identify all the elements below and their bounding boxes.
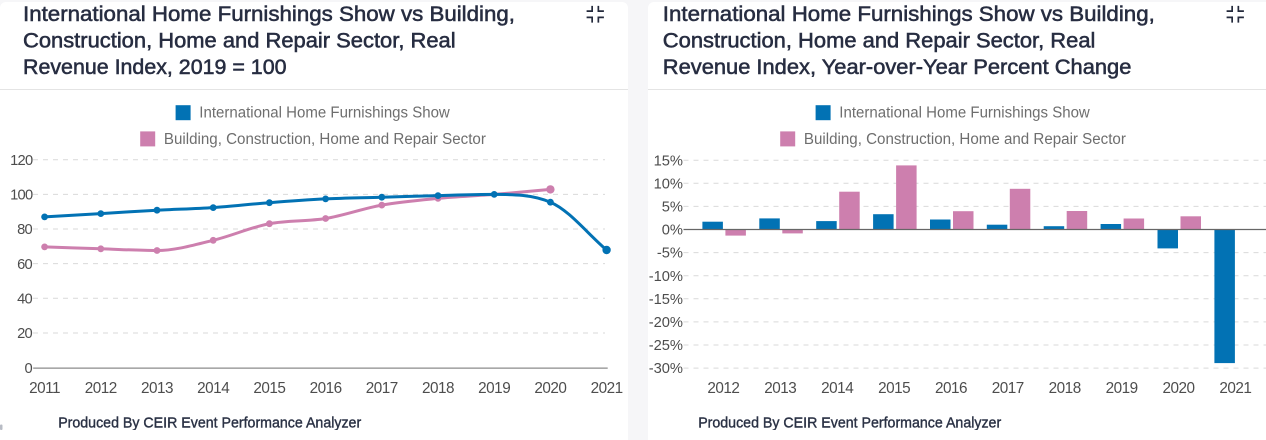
svg-text:Building, Construction, Home a: Building, Construction, Home and Repair … (164, 131, 486, 148)
svg-text:International Home Furnishings: International Home Furnishings Show vs B… (663, 2, 1155, 26)
svg-text:2015: 2015 (878, 380, 910, 397)
svg-text:15%: 15% (654, 153, 683, 169)
svg-text:2013: 2013 (141, 380, 173, 397)
svg-text:20: 20 (17, 326, 32, 342)
svg-text:2020: 2020 (1162, 380, 1194, 397)
svg-text:Produced By CEIR Event Perform: Produced By CEIR Event Performance Analy… (58, 414, 361, 430)
svg-text:100: 100 (10, 187, 33, 203)
svg-text:2016: 2016 (310, 380, 342, 397)
svg-text:Construction, Home and Repair: Construction, Home and Repair Sector, Re… (663, 29, 1096, 53)
svg-text:-5%: -5% (657, 246, 683, 262)
svg-text:5%: 5% (662, 200, 683, 216)
svg-text:2012: 2012 (707, 380, 739, 397)
svg-text:2021: 2021 (1219, 380, 1251, 397)
svg-text:2011: 2011 (29, 380, 60, 397)
svg-text:-25%: -25% (649, 338, 683, 354)
svg-text:-30%: -30% (649, 361, 683, 377)
svg-text:Building, Construction, Home a: Building, Construction, Home and Repair … (804, 131, 1126, 148)
svg-text:2019: 2019 (478, 380, 510, 397)
svg-text:2012: 2012 (85, 380, 117, 397)
svg-text:2013: 2013 (764, 380, 796, 397)
svg-text:Revenue Index, Year-over-Year: Revenue Index, Year-over-Year Percent Ch… (663, 55, 1132, 79)
svg-text:2017: 2017 (992, 380, 1024, 397)
svg-text:2020: 2020 (534, 380, 566, 397)
svg-text:International Home Furnishings: International Home Furnishings Show (839, 105, 1090, 122)
svg-text:2015: 2015 (253, 380, 285, 397)
svg-text:2018: 2018 (1049, 380, 1081, 397)
svg-text:0%: 0% (662, 223, 683, 239)
svg-text:60: 60 (17, 257, 32, 273)
svg-text:2018: 2018 (422, 380, 454, 397)
svg-text:0: 0 (25, 361, 33, 377)
svg-text:120: 120 (10, 153, 33, 169)
svg-text:2014: 2014 (197, 380, 230, 397)
svg-text:Construction, Home and Repair: Construction, Home and Repair Sector, Re… (23, 29, 456, 53)
svg-text:10%: 10% (654, 176, 683, 192)
svg-text:Revenue Index, 2019 = 100: Revenue Index, 2019 = 100 (23, 55, 287, 79)
svg-text:40: 40 (17, 291, 32, 307)
svg-text:2021: 2021 (591, 380, 623, 397)
svg-text:International Home Furnishings: International Home Furnishings Show (199, 105, 450, 122)
svg-text:-20%: -20% (649, 315, 683, 331)
svg-text:2019: 2019 (1106, 380, 1138, 397)
svg-text:2017: 2017 (366, 380, 398, 397)
svg-text:2016: 2016 (935, 380, 967, 397)
svg-text:International Home Furnishings: International Home Furnishings Show vs B… (23, 2, 515, 26)
svg-text:Produced By CEIR Event Perform: Produced By CEIR Event Performance Analy… (698, 414, 1001, 430)
svg-text:2014: 2014 (821, 380, 854, 397)
svg-text:80: 80 (17, 222, 32, 238)
svg-text:-10%: -10% (649, 269, 683, 285)
svg-text:-15%: -15% (649, 292, 683, 308)
